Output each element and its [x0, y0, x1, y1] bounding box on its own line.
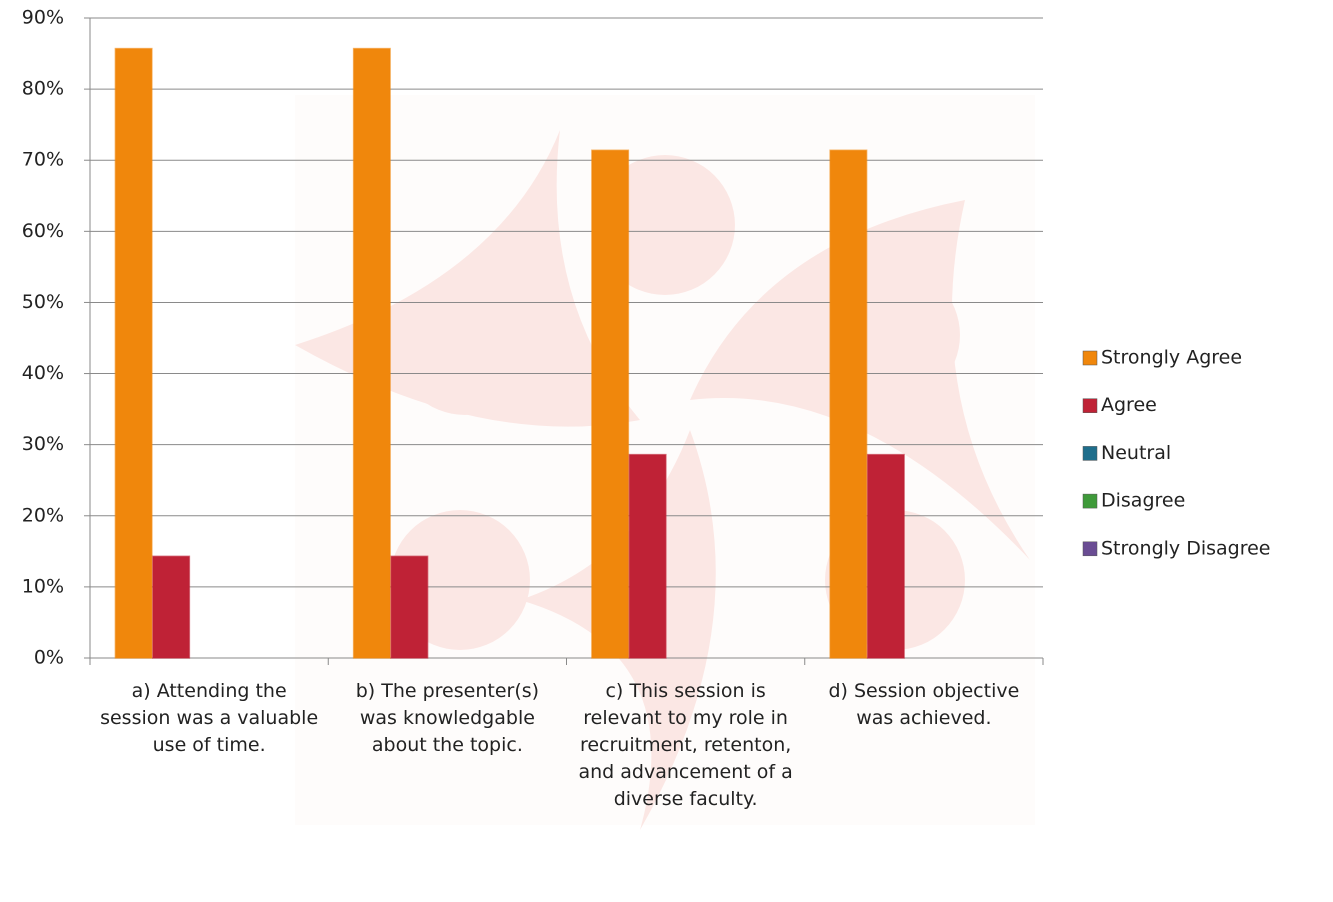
bar — [352, 47, 391, 659]
y-tick-label: 20% — [22, 504, 64, 526]
legend-label: Agree — [1101, 394, 1157, 416]
legend-label: Strongly Agree — [1101, 347, 1242, 369]
y-tick-label: 10% — [22, 575, 64, 597]
x-tick-label: c) This session is relevant to my role i… — [578, 680, 793, 810]
bar — [591, 149, 630, 659]
bar — [114, 47, 153, 659]
y-tick-label: 0% — [34, 647, 64, 669]
y-tick-label: 80% — [22, 78, 64, 100]
x-tick-label: d) Session objective was achieved. — [828, 680, 1020, 729]
y-tick-label: 90% — [22, 7, 64, 29]
legend-label: Neutral — [1101, 442, 1171, 464]
bar — [152, 555, 191, 659]
y-tick-label: 70% — [22, 149, 64, 171]
bar — [628, 453, 667, 659]
x-tick-label: b) The presenter(s) was knowledgable abo… — [355, 680, 540, 756]
bar — [390, 555, 429, 659]
legend-label: Strongly Disagree — [1101, 537, 1270, 559]
bar — [829, 149, 868, 659]
legend-swatch — [1082, 493, 1098, 509]
y-tick-label: 60% — [22, 220, 64, 242]
legend-swatch — [1082, 350, 1098, 366]
y-tick-label: 50% — [22, 291, 64, 313]
legend-label: Disagree — [1101, 490, 1185, 512]
y-tick-label: 30% — [22, 433, 64, 455]
legend-swatch — [1082, 541, 1098, 557]
bar — [866, 453, 905, 659]
legend-swatch — [1082, 398, 1098, 413]
legend-swatch — [1082, 446, 1098, 461]
y-tick-label: 40% — [22, 362, 64, 384]
x-tick-label: a) Attending the session was a valuable … — [100, 680, 319, 756]
